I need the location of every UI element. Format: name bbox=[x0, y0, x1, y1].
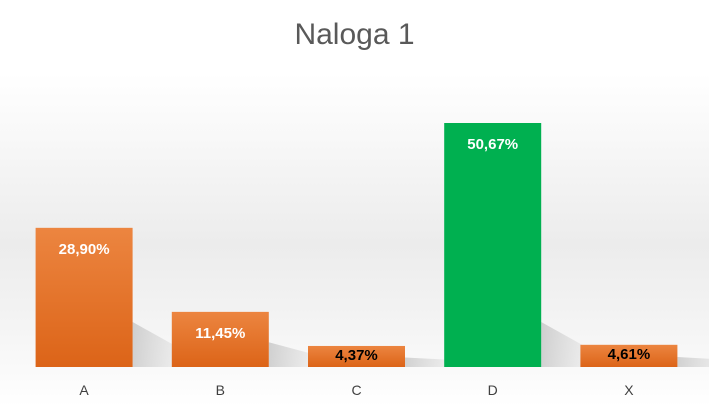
bars bbox=[35, 123, 678, 367]
bar-a bbox=[35, 227, 133, 367]
data-labels: 28,90% 11,45% 4,37% 50,67% 4,61% bbox=[59, 136, 651, 364]
bar-shadow-c bbox=[405, 357, 475, 367]
bar-d bbox=[444, 123, 542, 367]
x-tick-label-x: X bbox=[624, 382, 634, 398]
data-label-a: 28,90% bbox=[59, 241, 110, 258]
data-label-b: 11,45% bbox=[195, 325, 245, 342]
data-label-c: 4,37% bbox=[335, 347, 378, 364]
x-tick-label-b: B bbox=[216, 382, 225, 398]
bar-b bbox=[171, 311, 269, 367]
bar-shadow-x bbox=[677, 357, 709, 367]
x-tick-label-a: A bbox=[79, 382, 89, 398]
data-label-x: 4,61% bbox=[608, 346, 651, 363]
bar-x bbox=[580, 344, 678, 367]
bar-c bbox=[308, 345, 405, 367]
x-tick-label-c: C bbox=[351, 382, 361, 398]
chart-title: Naloga 1 bbox=[294, 18, 414, 51]
data-label-d: 50,67% bbox=[467, 136, 518, 153]
x-tick-label-d: D bbox=[488, 382, 498, 398]
